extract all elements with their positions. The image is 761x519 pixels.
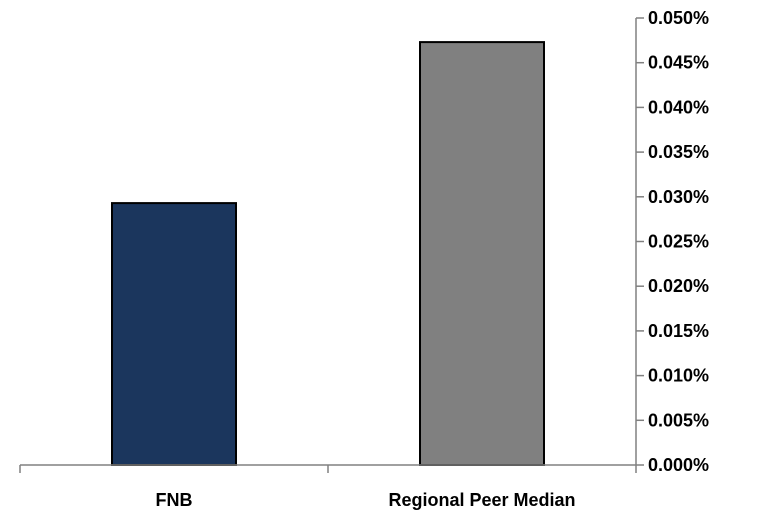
x-category-label: FNB [156, 490, 193, 510]
y-tick-label: 0.000% [648, 455, 709, 475]
labels-layer: 0.000% 0.005% 0.010% 0.015% 0.020% 0.025% 0.03… [156, 8, 710, 510]
x-category-label: Regional Peer Median [388, 490, 575, 510]
y-tick-label: 0.005% [648, 410, 709, 430]
y-tick-label: 0.025% [648, 232, 709, 252]
y-tick-label: 0.020% [648, 276, 709, 296]
y-tick-label: 0.040% [648, 97, 709, 117]
y-tick-label: 0.030% [648, 187, 709, 207]
bar-regional-peer-median [419, 41, 545, 466]
y-tick-label: 0.015% [648, 321, 709, 341]
axes-layer [19, 17, 644, 473]
y-tick-label: 0.050% [648, 8, 709, 28]
bars-layer [111, 41, 545, 466]
y-tick-label: 0.035% [648, 142, 709, 162]
y-tick-label: 0.010% [648, 366, 709, 386]
bar-fnb [111, 202, 237, 466]
y-tick-label: 0.045% [648, 53, 709, 73]
